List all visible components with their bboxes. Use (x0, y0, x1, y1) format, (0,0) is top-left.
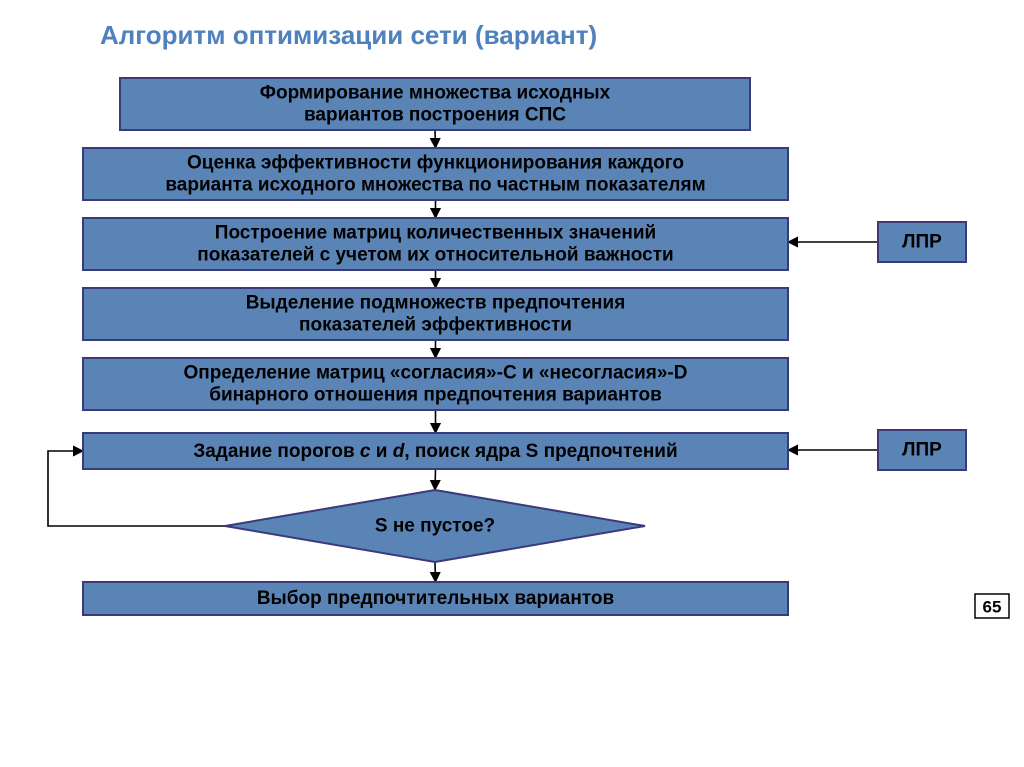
arrow-down (435, 130, 436, 148)
node-label: Построение матриц количественных значени… (197, 223, 673, 266)
flow-node-n4: Выделение подмножеств предпочтенияпоказа… (83, 288, 788, 340)
flow-node-lpr2: ЛПР (878, 430, 966, 470)
node-label: Выделение подмножеств предпочтенияпоказа… (246, 293, 626, 336)
flow-node-lpr1: ЛПР (878, 222, 966, 262)
flow-node-n1: Формирование множества исходныхвариантов… (120, 78, 750, 130)
arrow-down (435, 469, 436, 490)
node-label: ЛПР (902, 440, 942, 461)
flow-node-n8: Выбор предпочтительных вариантов (83, 582, 788, 615)
node-label: Выбор предпочтительных вариантов (257, 588, 614, 609)
node-label: Определение матриц «согласия»-C и «несог… (184, 363, 688, 406)
arrow-down (435, 562, 436, 582)
node-label: Формирование множества исходныхвариантов… (260, 83, 611, 126)
node-label: ЛПР (902, 232, 942, 253)
flow-node-n2: Оценка эффективности функционирования ка… (83, 148, 788, 200)
flow-node-n6: Задание порогов c и d, поиск ядра S пред… (83, 433, 788, 469)
svg-text:65: 65 (983, 598, 1002, 617)
flowchart-canvas: Алгоритм оптимизации сети (вариант) Форми… (0, 0, 1024, 767)
page-title: Алгоритм оптимизации сети (вариант) (100, 20, 597, 50)
page-number-box: 65 (975, 594, 1009, 618)
node-label: S не пустое? (375, 516, 495, 537)
node-label: Задание порогов c и d, поиск ядра S пред… (193, 441, 677, 462)
flow-node-n3: Построение матриц количественных значени… (83, 218, 788, 270)
node-label: Оценка эффективности функционирования ка… (165, 153, 705, 196)
flow-node-n5: Определение матриц «согласия»-C и «несог… (83, 358, 788, 410)
